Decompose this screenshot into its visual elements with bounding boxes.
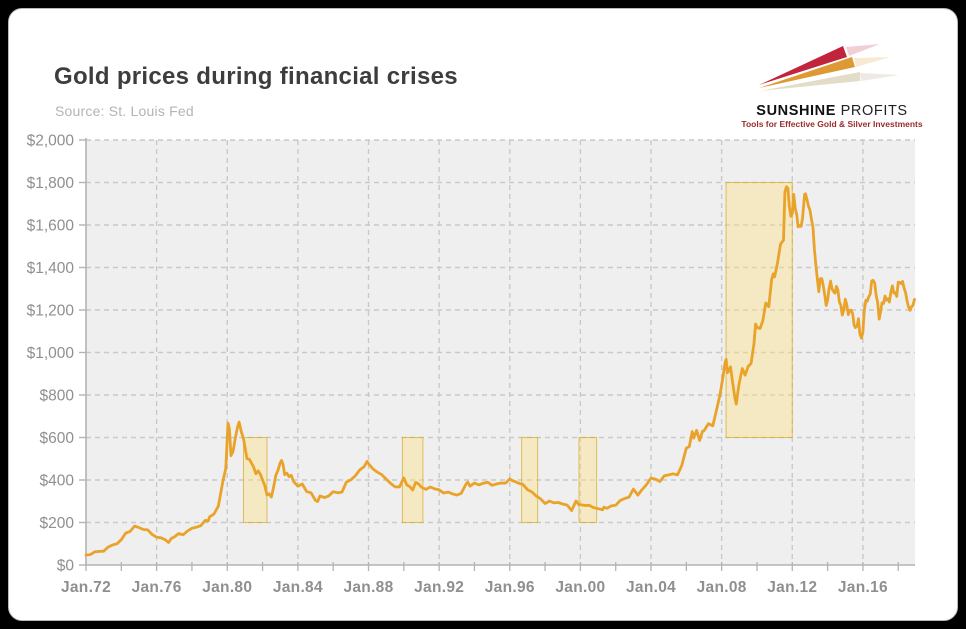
y-tick-label: $1,600 bbox=[27, 218, 75, 235]
y-tick-label: $2,000 bbox=[27, 133, 75, 150]
y-tick-label: $1,000 bbox=[27, 345, 75, 362]
x-tick-label: Jan.84 bbox=[273, 579, 323, 596]
y-tick-label: $1,400 bbox=[27, 260, 75, 277]
x-tick-label: Jan.04 bbox=[626, 579, 676, 596]
y-tick-label: $1,800 bbox=[27, 175, 75, 192]
x-tick-label: Jan.88 bbox=[343, 579, 393, 596]
y-tick-label: $200 bbox=[40, 515, 75, 532]
page-title: Gold prices during financial crises bbox=[54, 63, 458, 90]
logo-brand-primary: SUNSHINE bbox=[756, 103, 837, 119]
x-tick-label: Jan.16 bbox=[838, 579, 888, 596]
chart-source: Source: St. Louis Fed bbox=[55, 103, 194, 119]
y-tick-label: $0 bbox=[57, 558, 75, 575]
x-tick-label: Jan.72 bbox=[61, 579, 111, 596]
gold-price-line bbox=[84, 185, 916, 557]
crisis-region bbox=[578, 437, 598, 523]
x-tick-label: Jan.80 bbox=[202, 579, 252, 596]
y-tick-label: $400 bbox=[40, 473, 75, 490]
sunshine-profits-logo: SUNSHINE PROFITS Tools for Effective Gol… bbox=[737, 37, 927, 129]
x-tick-label: Jan.92 bbox=[414, 579, 464, 596]
logo-brand-secondary: PROFITS bbox=[836, 103, 908, 119]
x-tick-label: Jan.96 bbox=[485, 579, 535, 596]
y-tick-label: $1,200 bbox=[27, 303, 75, 320]
x-tick-label: Jan.76 bbox=[132, 579, 182, 596]
crisis-region bbox=[521, 437, 539, 523]
logo-rays-icon bbox=[759, 44, 899, 91]
x-tick-label: Jan.08 bbox=[697, 579, 747, 596]
y-tick-label: $600 bbox=[40, 430, 75, 447]
x-tick-label: Jan.00 bbox=[555, 579, 605, 596]
y-tick-label: $800 bbox=[40, 388, 75, 405]
logo-tagline: Tools for Effective Gold & Silver Invest… bbox=[741, 119, 923, 129]
x-tick-label: Jan.12 bbox=[767, 579, 817, 596]
logo-wordmark: SUNSHINE PROFITS bbox=[737, 103, 927, 119]
